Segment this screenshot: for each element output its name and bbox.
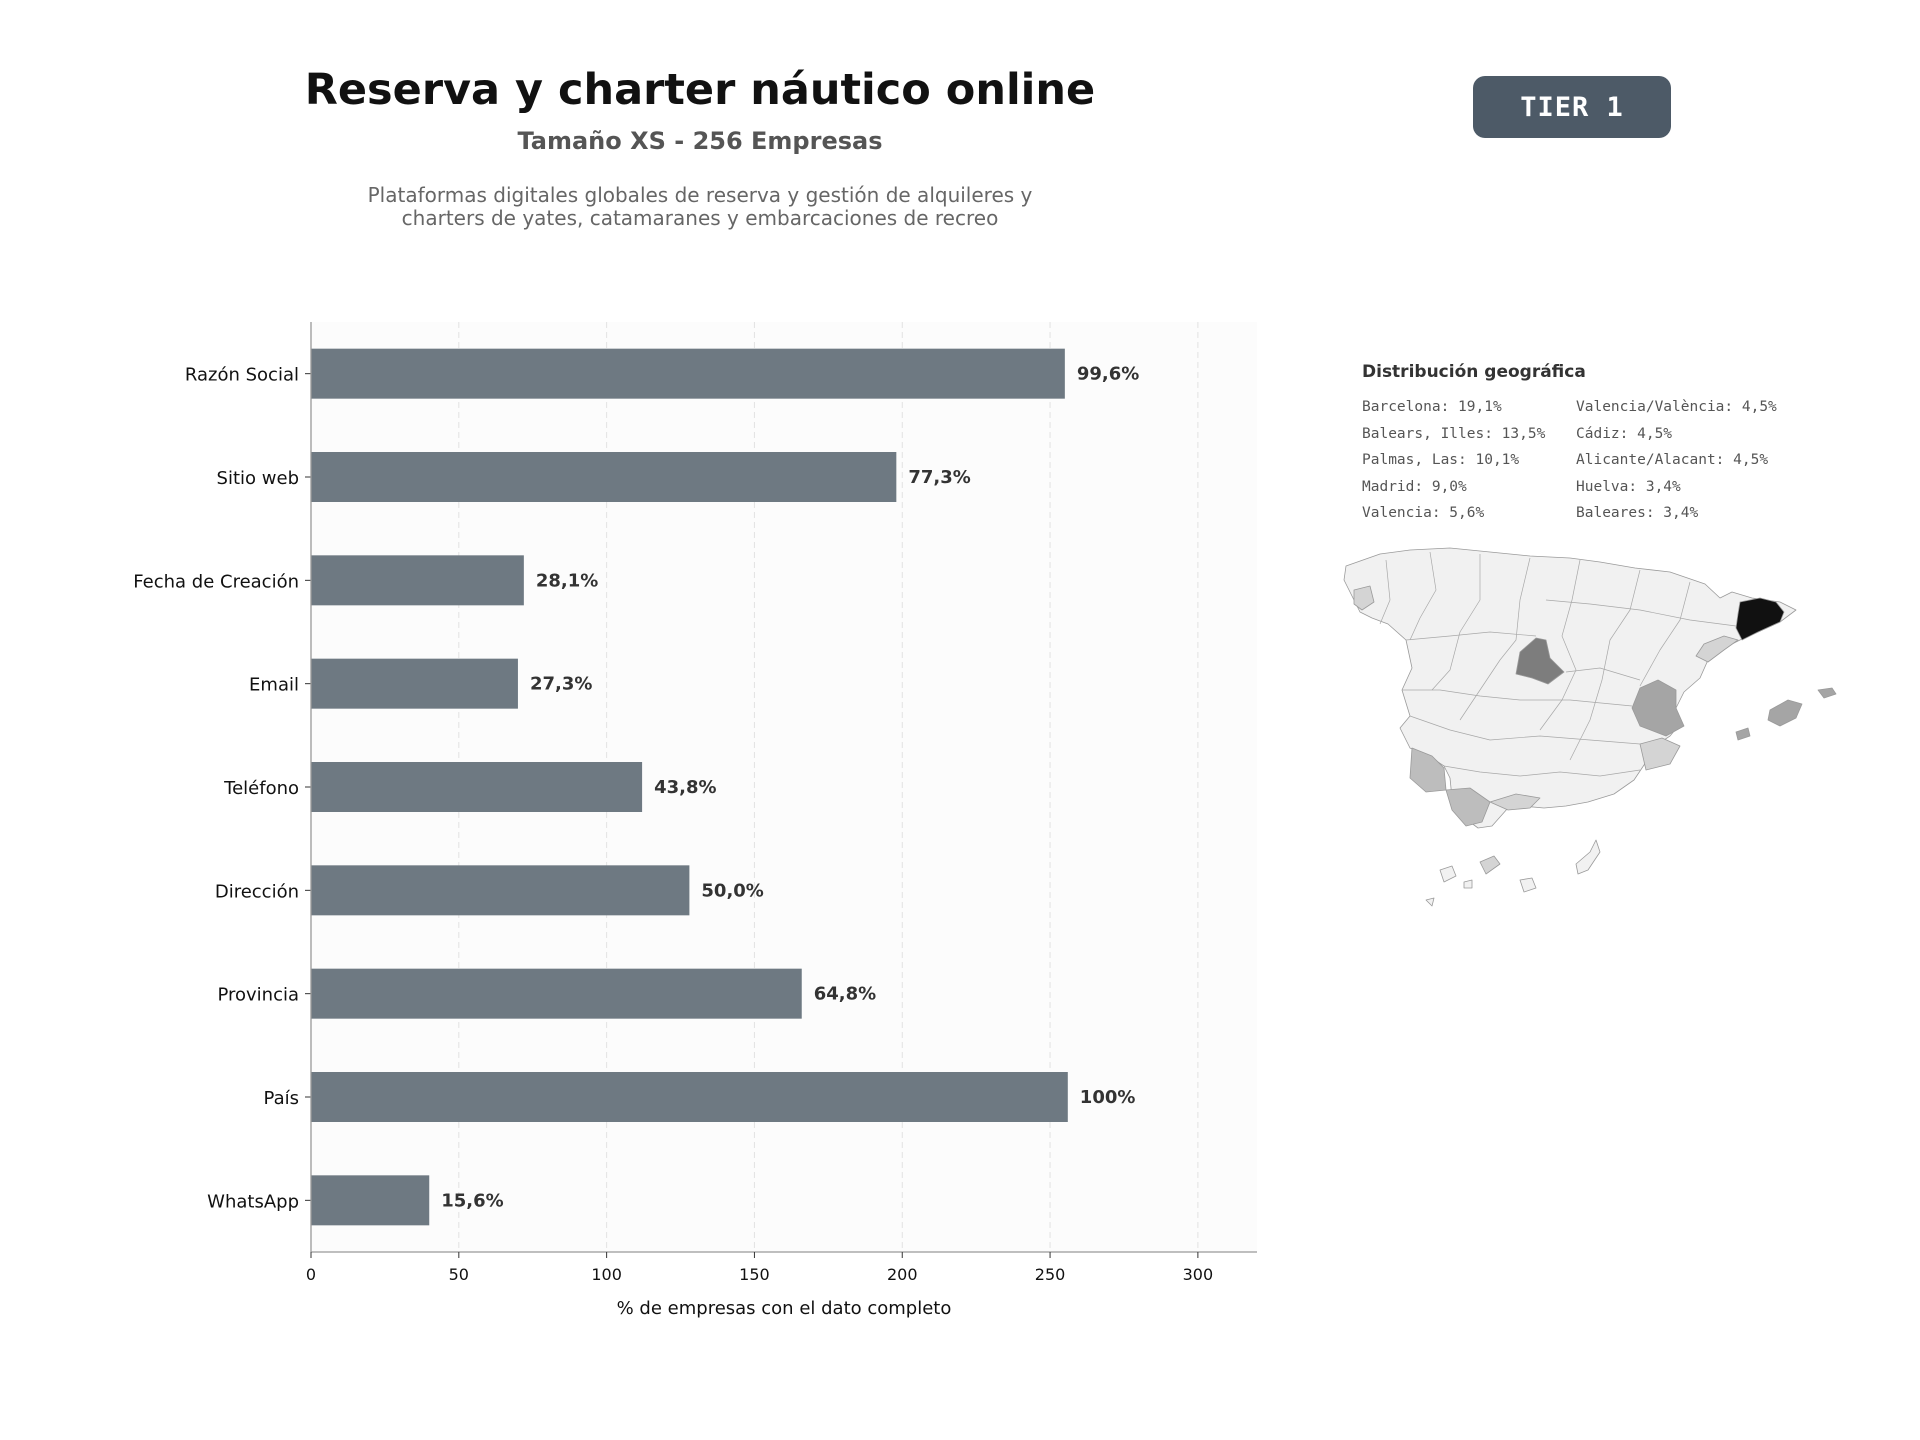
description-line: Plataformas digitales globales de reserv… (367, 183, 1033, 207)
data-label: 43,8% (654, 777, 716, 798)
geo-item: Huelva: 3,4% (1576, 478, 1681, 495)
bar (311, 348, 1065, 399)
y-tick-label: País (264, 1088, 299, 1109)
y-tick-label: Teléfono (223, 778, 299, 799)
data-label: 99,6% (1077, 364, 1139, 385)
geo-item: Baleares: 3,4% (1576, 505, 1699, 521)
geo-title: Distribución geográfica (1362, 362, 1586, 382)
geo-item: Barcelona: 19,1% (1362, 399, 1502, 415)
map-region-ibiza (1735, 727, 1751, 741)
data-label: 77,3% (908, 467, 970, 488)
y-tick-label: Razón Social (185, 365, 299, 386)
page-description: Plataformas digitales globales de reserv… (250, 184, 1150, 230)
map-region-pontevedra (1353, 585, 1375, 611)
geo-item: Valencia: 5,6% (1362, 505, 1485, 521)
spain-map (1343, 547, 1837, 907)
x-axis-label: % de empresas con el dato completo (617, 1298, 952, 1319)
data-label: 28,1% (536, 570, 598, 591)
geo-item: Valencia/València: 4,5% (1576, 399, 1777, 415)
bar (311, 1175, 430, 1226)
bar (311, 865, 690, 916)
bar (311, 968, 802, 1019)
bar (311, 658, 518, 709)
map-region-canarias-w (1439, 865, 1457, 883)
geo-item: Cádiz: 4,5% (1576, 425, 1673, 442)
bar (311, 452, 897, 502)
data-label: 27,3% (530, 674, 592, 695)
y-tick-label: Sitio web (217, 468, 299, 489)
y-tick-label: WhatsApp (207, 1191, 299, 1212)
geo-list: Barcelona: 19,1% Valencia/València: 4,5%… (1362, 398, 1806, 522)
geo-item: Alicante/Alacant: 4,5% (1576, 452, 1769, 468)
geo-item: Palmas, Las: 10,1% (1362, 452, 1520, 468)
geo-item: Balears, Illes: 13,5% (1362, 425, 1546, 442)
map-region-cadiz (1445, 787, 1491, 827)
tier-badge: TIER 1 (1473, 76, 1671, 138)
map-region-alicante (1639, 737, 1681, 771)
bar (311, 1072, 1068, 1122)
y-tick-label: Email (249, 675, 299, 696)
map-region-canarias-g (1463, 879, 1473, 889)
geo-item: Madrid: 9,0% (1362, 478, 1467, 495)
page-title: Reserva y charter náutico online (304, 65, 1096, 115)
data-label: 15,6% (441, 1190, 503, 1211)
data-label: 64,8% (814, 984, 876, 1005)
map-region-canarias-gc (1519, 877, 1537, 893)
map-region-tarragona (1695, 635, 1739, 663)
map-region-valencia (1631, 679, 1685, 737)
y-tick-label: Fecha de Creación (133, 571, 299, 592)
page-subtitle: Tamaño XS - 256 Empresas (517, 127, 883, 155)
x-tick-label: 100 (591, 1265, 622, 1284)
data-label: 100% (1080, 1087, 1136, 1108)
x-tick-label: 200 (887, 1265, 918, 1284)
bar (311, 762, 643, 812)
map-region-menorca (1817, 687, 1837, 699)
y-tick-label: Provincia (217, 985, 299, 1006)
x-tick-label: 150 (739, 1265, 770, 1284)
description-line: charters de yates, catamaranes y embarca… (401, 206, 999, 230)
map-region-canarias-tf (1479, 855, 1501, 875)
x-tick-label: 300 (1183, 1265, 1214, 1284)
x-tick-label: 50 (449, 1265, 469, 1284)
map-region-barcelona (1735, 597, 1785, 641)
map-region-malaga (1489, 793, 1541, 811)
map-region-canarias-s (1425, 897, 1435, 907)
data-label: 50,0% (701, 880, 763, 901)
x-tick-label: 0 (306, 1265, 316, 1284)
x-tick-label: 250 (1035, 1265, 1066, 1284)
y-tick-label: Dirección (215, 881, 299, 902)
map-region-madrid (1515, 637, 1565, 685)
header: Reserva y charter náutico online Tamaño … (250, 60, 1150, 230)
map-region-canarias-lz (1575, 839, 1601, 875)
bar (311, 555, 524, 606)
map-region-mallorca (1767, 699, 1803, 727)
map-mainland (1343, 547, 1797, 829)
